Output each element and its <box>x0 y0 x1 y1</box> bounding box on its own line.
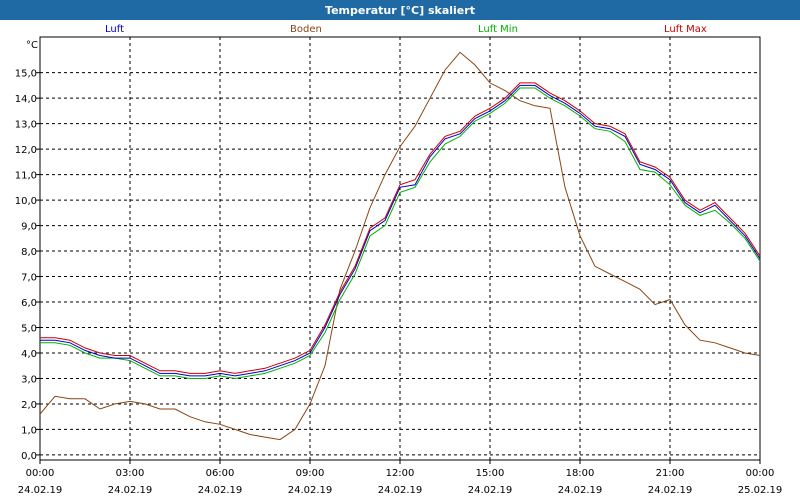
y-tick-label: 6,0 <box>21 298 37 309</box>
x-tick-time-label: 21:00 <box>656 468 685 479</box>
y-unit-label: °C <box>26 40 38 51</box>
legend-luft-max: Luft Max <box>664 24 707 35</box>
y-tick-label: 13,0 <box>15 120 37 131</box>
x-tick-date-label: 24.02.19 <box>648 485 693 496</box>
x-tick-time-label: 09:00 <box>296 468 325 479</box>
y-tick-label: 7,0 <box>21 273 37 284</box>
series-line-boden <box>39 51 761 441</box>
y-tick-label: 10,0 <box>15 196 37 207</box>
y-tick-label: 2,0 <box>21 400 37 411</box>
legend-luft: Luft <box>105 24 124 35</box>
y-tick-label: 4,0 <box>21 349 37 360</box>
y-tick-label: 15,0 <box>15 69 37 80</box>
series-line-luft-min <box>40 87 761 380</box>
x-tick-time-label: 12:00 <box>386 468 415 479</box>
x-tick-time-label: 03:00 <box>116 468 145 479</box>
x-tick-time-label: 00:00 <box>26 468 55 479</box>
x-tick-date-label: 25.02.19 <box>738 485 783 496</box>
y-tick-label: 0,0 <box>21 451 37 462</box>
x-tick-date-label: 24.02.19 <box>468 485 513 496</box>
y-tick-label: 14,0 <box>15 94 37 105</box>
x-tick-time-label: 18:00 <box>566 468 595 479</box>
x-tick-date-label: 24.02.19 <box>108 485 153 496</box>
x-tick-date-label: 24.02.19 <box>18 485 63 496</box>
chart-title: Temperatur [°C] skaliert <box>0 0 800 20</box>
y-tick-label: 9,0 <box>21 222 37 233</box>
y-tick-label: 1,0 <box>21 425 37 436</box>
y-tick-label: 3,0 <box>21 374 37 385</box>
y-tick-label: 12,0 <box>15 145 37 156</box>
legend-luft-min: Luft Min <box>478 24 518 35</box>
y-tick-label: 11,0 <box>15 171 37 182</box>
x-tick-date-label: 24.02.19 <box>558 485 603 496</box>
x-tick-date-label: 24.02.19 <box>288 485 333 496</box>
series-line-luft-max <box>40 82 761 374</box>
x-tick-date-label: 24.02.19 <box>378 485 423 496</box>
x-tick-time-label: 06:00 <box>206 468 235 479</box>
y-tick-label: 8,0 <box>21 247 37 258</box>
series-line-luft <box>40 84 761 377</box>
x-tick-date-label: 24.02.19 <box>198 485 243 496</box>
x-tick-time-label: 00:00 <box>746 468 775 479</box>
legend-boden: Boden <box>290 24 322 35</box>
x-tick-time-label: 15:00 <box>476 468 505 479</box>
y-tick-label: 5,0 <box>21 323 37 334</box>
